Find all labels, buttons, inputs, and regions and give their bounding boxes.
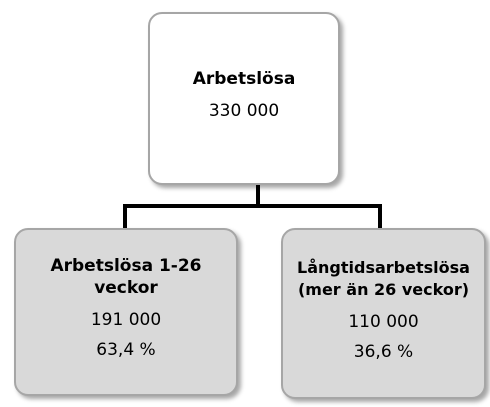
node: Långtidsarbetslösa (mer än 26 veckor) 11… [281, 228, 486, 399]
node: Arbetslösa 1-26 veckor 191 000 63,4 % [14, 228, 238, 396]
node-label: Långtidsarbetslösa (mer än 26 veckor) [297, 257, 470, 299]
node-label: Arbetslösa 1-26 veckor [50, 256, 202, 298]
node: Arbetslösa 330 000 [148, 12, 340, 185]
node-value: 330 000 [208, 100, 280, 121]
node-share: 63,4 % [96, 340, 156, 360]
node-value: 191 000 [90, 310, 162, 330]
node-share: 36,6 % [353, 341, 414, 362]
node-value: 110 000 [348, 311, 419, 332]
node-label: Arbetslösa [192, 68, 296, 89]
